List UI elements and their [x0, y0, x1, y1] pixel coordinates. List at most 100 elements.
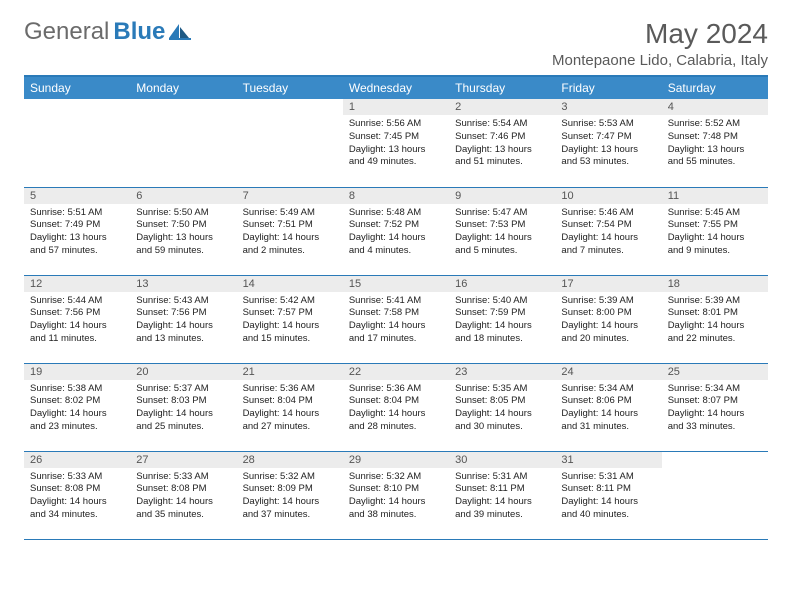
weekday-header: Monday: [130, 76, 236, 99]
day-number: 1: [343, 99, 449, 115]
day-number: 7: [237, 188, 343, 204]
day-info: Sunrise: 5:36 AMSunset: 8:04 PMDaylight:…: [237, 380, 343, 438]
day-number: 15: [343, 276, 449, 292]
day-info-line: Sunset: 7:54 PM: [561, 219, 655, 232]
day-info-line: and 15 minutes.: [243, 333, 337, 346]
day-info-line: Sunrise: 5:43 AM: [136, 295, 230, 308]
calendar-day-cell: 11Sunrise: 5:45 AMSunset: 7:55 PMDayligh…: [662, 187, 768, 275]
calendar-day-cell: 23Sunrise: 5:35 AMSunset: 8:05 PMDayligh…: [449, 363, 555, 451]
day-info-line: and 59 minutes.: [136, 245, 230, 258]
day-info: Sunrise: 5:50 AMSunset: 7:50 PMDaylight:…: [130, 204, 236, 262]
day-info: Sunrise: 5:43 AMSunset: 7:56 PMDaylight:…: [130, 292, 236, 350]
day-info-line: Daylight: 14 hours: [30, 320, 124, 333]
day-info: Sunrise: 5:49 AMSunset: 7:51 PMDaylight:…: [237, 204, 343, 262]
calendar-day-cell: 16Sunrise: 5:40 AMSunset: 7:59 PMDayligh…: [449, 275, 555, 363]
day-info-line: and 23 minutes.: [30, 421, 124, 434]
day-info-line: and 11 minutes.: [30, 333, 124, 346]
weekday-header-row: SundayMondayTuesdayWednesdayThursdayFrid…: [24, 76, 768, 99]
day-info-line: Daylight: 14 hours: [668, 408, 762, 421]
day-info-line: Sunrise: 5:33 AM: [30, 471, 124, 484]
day-info-line: Sunrise: 5:54 AM: [455, 118, 549, 131]
day-info-line: Daylight: 14 hours: [455, 320, 549, 333]
day-info: Sunrise: 5:52 AMSunset: 7:48 PMDaylight:…: [662, 115, 768, 173]
day-info: Sunrise: 5:33 AMSunset: 8:08 PMDaylight:…: [24, 468, 130, 526]
weekday-header: Sunday: [24, 76, 130, 99]
day-info-line: Sunrise: 5:36 AM: [349, 383, 443, 396]
day-info-line: Sunrise: 5:46 AM: [561, 207, 655, 220]
day-info-line: and 49 minutes.: [349, 156, 443, 169]
calendar-day-cell: 14Sunrise: 5:42 AMSunset: 7:57 PMDayligh…: [237, 275, 343, 363]
day-number: 25: [662, 364, 768, 380]
day-info-line: Sunset: 7:58 PM: [349, 307, 443, 320]
day-info-line: Daylight: 14 hours: [561, 408, 655, 421]
calendar-week-row: 1Sunrise: 5:56 AMSunset: 7:45 PMDaylight…: [24, 99, 768, 187]
day-info: Sunrise: 5:47 AMSunset: 7:53 PMDaylight:…: [449, 204, 555, 262]
day-info-line: and 30 minutes.: [455, 421, 549, 434]
day-info-line: and 31 minutes.: [561, 421, 655, 434]
day-info-line: Sunrise: 5:50 AM: [136, 207, 230, 220]
day-number: 24: [555, 364, 661, 380]
calendar-day-cell: 7Sunrise: 5:49 AMSunset: 7:51 PMDaylight…: [237, 187, 343, 275]
day-info-line: Sunrise: 5:51 AM: [30, 207, 124, 220]
day-info-line: Sunset: 8:01 PM: [668, 307, 762, 320]
day-info-line: Sunrise: 5:35 AM: [455, 383, 549, 396]
day-info-line: and 5 minutes.: [455, 245, 549, 258]
day-info-line: Sunset: 8:08 PM: [136, 483, 230, 496]
day-info-line: Sunset: 7:50 PM: [136, 219, 230, 232]
day-info-line: Daylight: 14 hours: [455, 408, 549, 421]
day-info-line: Sunset: 7:53 PM: [455, 219, 549, 232]
day-info-line: and 38 minutes.: [349, 509, 443, 522]
calendar-day-cell: 17Sunrise: 5:39 AMSunset: 8:00 PMDayligh…: [555, 275, 661, 363]
calendar-day-cell: 2Sunrise: 5:54 AMSunset: 7:46 PMDaylight…: [449, 99, 555, 187]
day-info-line: Daylight: 14 hours: [136, 408, 230, 421]
day-info: Sunrise: 5:32 AMSunset: 8:10 PMDaylight:…: [343, 468, 449, 526]
day-info-line: Sunset: 8:05 PM: [455, 395, 549, 408]
weekday-header: Thursday: [449, 76, 555, 99]
day-number: 17: [555, 276, 661, 292]
day-info-line: and 2 minutes.: [243, 245, 337, 258]
day-info-line: Sunset: 7:46 PM: [455, 131, 549, 144]
calendar-week-row: 19Sunrise: 5:38 AMSunset: 8:02 PMDayligh…: [24, 363, 768, 451]
day-info-line: Daylight: 14 hours: [349, 496, 443, 509]
day-info-line: Daylight: 13 hours: [30, 232, 124, 245]
day-info-line: and 28 minutes.: [349, 421, 443, 434]
weekday-header: Tuesday: [237, 76, 343, 99]
calendar-day-cell: 5Sunrise: 5:51 AMSunset: 7:49 PMDaylight…: [24, 187, 130, 275]
day-info-line: Daylight: 14 hours: [561, 496, 655, 509]
day-info-line: and 53 minutes.: [561, 156, 655, 169]
calendar-day-cell: 31Sunrise: 5:31 AMSunset: 8:11 PMDayligh…: [555, 451, 661, 539]
month-title: May 2024: [552, 18, 768, 50]
day-info: Sunrise: 5:31 AMSunset: 8:11 PMDaylight:…: [555, 468, 661, 526]
day-info-line: Daylight: 14 hours: [455, 496, 549, 509]
day-number: 10: [555, 188, 661, 204]
day-info: Sunrise: 5:45 AMSunset: 7:55 PMDaylight:…: [662, 204, 768, 262]
day-number-empty: [24, 99, 130, 115]
calendar-day-cell: [662, 451, 768, 539]
day-number: 26: [24, 452, 130, 468]
day-info-line: Sunrise: 5:47 AM: [455, 207, 549, 220]
calendar-table: SundayMondayTuesdayWednesdayThursdayFrid…: [24, 75, 768, 540]
day-info-line: Sunrise: 5:49 AM: [243, 207, 337, 220]
day-info-line: Sunrise: 5:44 AM: [30, 295, 124, 308]
calendar-day-cell: 4Sunrise: 5:52 AMSunset: 7:48 PMDaylight…: [662, 99, 768, 187]
day-number: 19: [24, 364, 130, 380]
day-info-line: Sunrise: 5:41 AM: [349, 295, 443, 308]
calendar-day-cell: 12Sunrise: 5:44 AMSunset: 7:56 PMDayligh…: [24, 275, 130, 363]
day-info: Sunrise: 5:39 AMSunset: 8:01 PMDaylight:…: [662, 292, 768, 350]
day-info-line: Daylight: 14 hours: [243, 232, 337, 245]
calendar-day-cell: 27Sunrise: 5:33 AMSunset: 8:08 PMDayligh…: [130, 451, 236, 539]
calendar-week-row: 12Sunrise: 5:44 AMSunset: 7:56 PMDayligh…: [24, 275, 768, 363]
calendar-day-cell: 21Sunrise: 5:36 AMSunset: 8:04 PMDayligh…: [237, 363, 343, 451]
day-info: Sunrise: 5:46 AMSunset: 7:54 PMDaylight:…: [555, 204, 661, 262]
day-info: Sunrise: 5:35 AMSunset: 8:05 PMDaylight:…: [449, 380, 555, 438]
day-info: Sunrise: 5:34 AMSunset: 8:06 PMDaylight:…: [555, 380, 661, 438]
day-info-line: Sunset: 8:04 PM: [243, 395, 337, 408]
calendar-day-cell: 24Sunrise: 5:34 AMSunset: 8:06 PMDayligh…: [555, 363, 661, 451]
day-info: Sunrise: 5:39 AMSunset: 8:00 PMDaylight:…: [555, 292, 661, 350]
day-info-line: Sunset: 8:09 PM: [243, 483, 337, 496]
day-number: 21: [237, 364, 343, 380]
title-block: May 2024 Montepaone Lido, Calabria, Ital…: [552, 18, 768, 69]
day-info: Sunrise: 5:51 AMSunset: 7:49 PMDaylight:…: [24, 204, 130, 262]
day-info: Sunrise: 5:37 AMSunset: 8:03 PMDaylight:…: [130, 380, 236, 438]
day-number: 18: [662, 276, 768, 292]
